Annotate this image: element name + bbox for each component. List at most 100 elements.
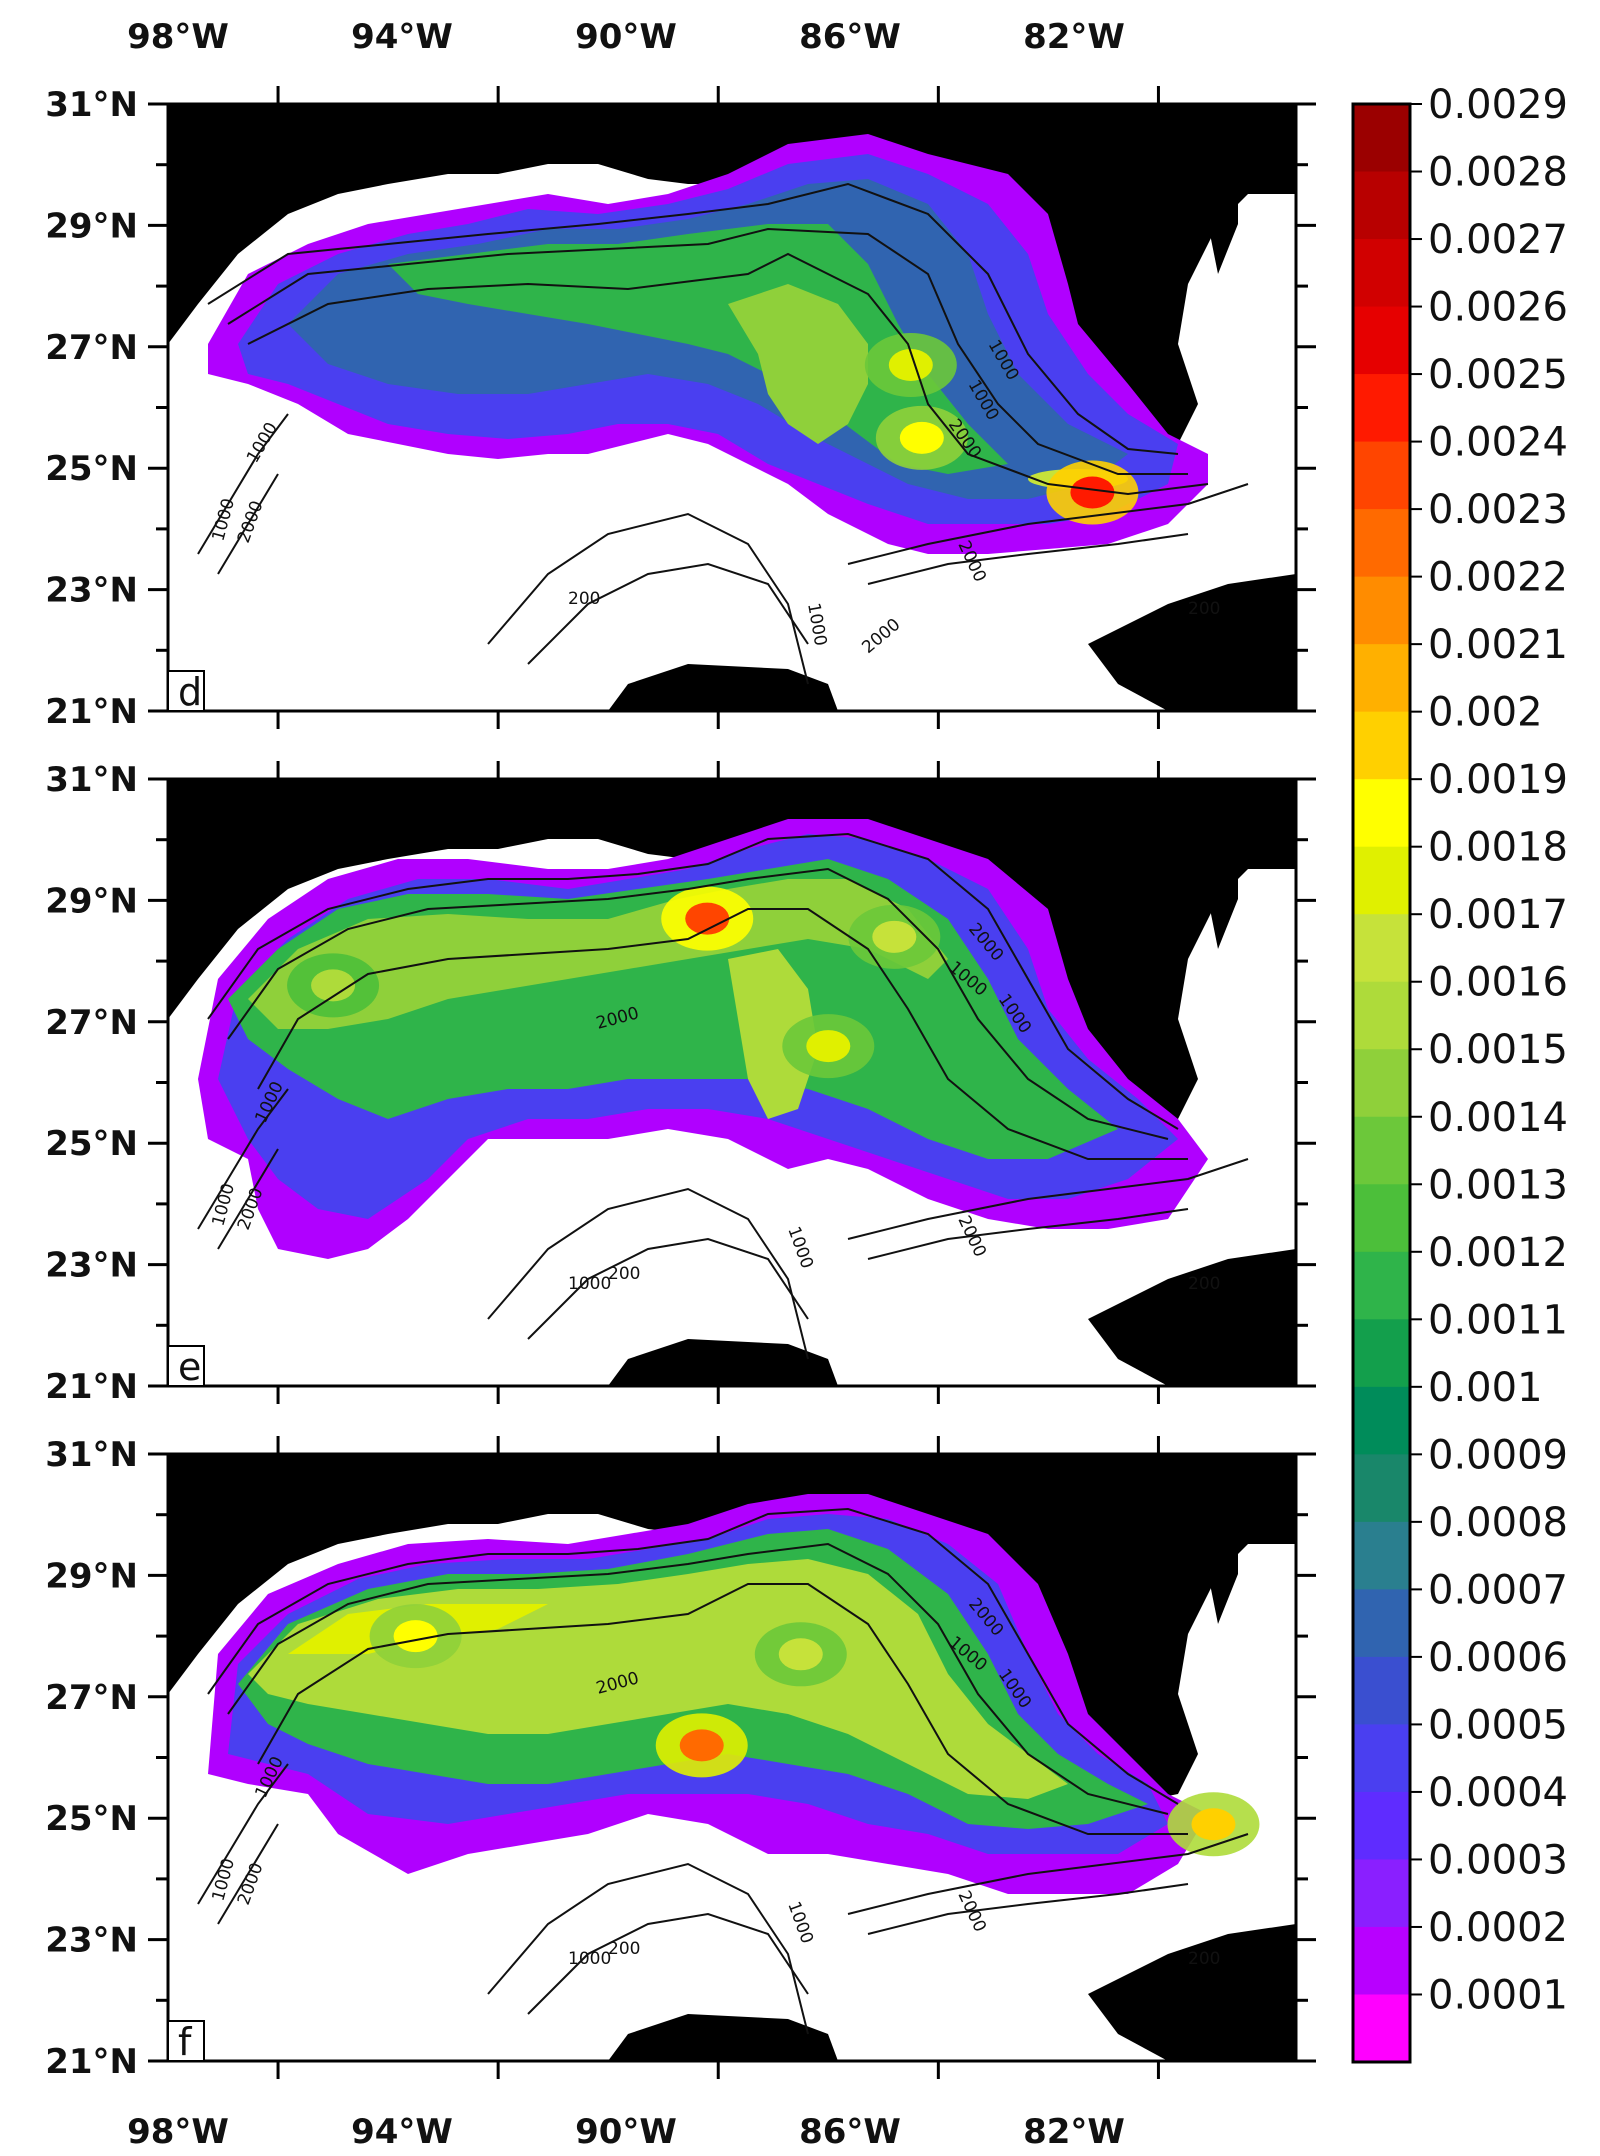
contour-label: 1000 [568,1274,611,1294]
colorbar-label: 0.0012 [1428,1230,1568,1276]
top-longitude-labels: 98°W 94°W 90°W 86°W 82°W [127,17,1125,57]
colorbar-frame [1351,102,1412,2064]
colorbar-swatch [1353,306,1410,375]
colorbar-label: 0.0004 [1428,1770,1568,1816]
bottom-lon-label: 90°W [575,2112,677,2152]
colorbar-label: 0.0028 [1428,150,1568,196]
bottom-longitude-labels: 98°W 94°W 90°W 86°W 82°W [127,2112,1125,2152]
axes-layer: 31°N 29°N 27°N 25°N 23°N 21°N 31°N 29°N 27°N 25°N… [45,85,1316,2082]
colorbar-label: 0.0011 [1428,1297,1568,1343]
bottom-lon-label: 94°W [351,2112,453,2152]
field-envelope [248,879,948,1029]
colorbar-swatch [1353,374,1410,443]
lat-label: 21°N [45,1367,138,1407]
colorbar-swatch [1353,441,1410,510]
lat-label: 27°N [45,328,138,368]
bathymetry-contours [197,832,1249,1360]
hotspot-core [393,1620,438,1653]
land-mass [168,1454,1296,1804]
contour-label: 200 [568,589,600,609]
hotspot-core [888,349,933,382]
land-mass [1208,779,1238,949]
hotspot-core [1070,476,1115,509]
land-mass [1088,1924,1296,2061]
hotspot-core [872,920,917,953]
land-mass [1088,574,1296,711]
colorbar-swatch [1353,711,1410,780]
colorbar-swatch [1353,1454,1410,1523]
bottom-lon-label: 98°W [127,2112,229,2152]
land-mass [608,664,838,711]
panel-letter-box [167,1345,205,1387]
panel-letter-box [167,2020,205,2062]
colorbar-label: 0.0027 [1428,217,1568,263]
colorbar-swatch [1353,576,1410,645]
colorbar-swatch [1353,1926,1410,1995]
colorbar-label: 0.0015 [1428,1027,1568,1073]
contour-label: 1000 [568,1949,611,1969]
lat-label: 25°N [45,449,138,489]
lat-label: 29°N [45,206,138,246]
land-mass [1088,1249,1296,1386]
colorbar-swatch [1353,1319,1410,1388]
bottom-lon-label: 82°W [1023,2112,1125,2152]
colorbar-swatch [1353,1049,1410,1118]
colorbar-label: 0.0002 [1428,1905,1568,1951]
colorbar-swatch [1353,644,1410,713]
lat-label: 31°N [45,85,138,125]
colorbar-swatch [1353,981,1410,1050]
contour-label: 200 [608,1264,640,1284]
hotspot-core [806,1030,851,1063]
map-panel-e: 1000 2000 1000 2000 1000 2000 1000 1000 … [166,777,1298,1389]
hotspot-core [679,1729,724,1762]
hotspot-core [899,421,944,454]
colorbar-label: 0.0017 [1428,892,1568,938]
lat-label: 23°N [45,571,138,611]
colorbar-swatch [1353,1791,1410,1860]
colorbar: 0.0029 0.0028 0.0027 0.0026 0.0025 0.0024 0.00… [1351,82,1568,2064]
colorbar-swatch [1353,1724,1410,1793]
lat-label: 27°N [45,1678,138,1718]
colorbar-swatch [1353,1656,1410,1725]
lat-label: 29°N [45,1556,138,1596]
colorbar-swatch [1353,1994,1410,2063]
contour-label: 200 [608,1939,640,1959]
colorbar-label: 0.002 [1428,690,1543,736]
field-envelope [728,949,818,1119]
colorbar-swatch [1353,1251,1410,1320]
colorbar-swatch [1353,1116,1410,1185]
bottom-lon-label: 86°W [799,2112,901,2152]
land-mass [608,1339,838,1386]
lat-label: 21°N [45,692,138,732]
top-lon-label: 94°W [351,17,453,57]
colorbar-label: 0.0008 [1428,1500,1568,1546]
hotspot-core [1191,1808,1236,1841]
colorbar-swatch [1353,509,1410,578]
panel-letter: e [178,1345,201,1389]
bathymetry-contours [197,1507,1249,2035]
bathymetry-contours [197,182,1249,685]
colorbar-label: 0.0001 [1428,1972,1568,2018]
colorbar-swatch [1353,239,1410,308]
colorbar-swatch [1353,846,1410,915]
lat-label: 25°N [45,1124,138,1164]
colorbar-swatch [1353,171,1410,240]
colorbar-label: 0.0021 [1428,622,1568,668]
colorbar-label: 0.0029 [1428,82,1568,128]
hotspot-layer [369,1604,1260,1857]
hotspot-core [685,902,730,935]
colorbar-label: 0.0005 [1428,1702,1568,1748]
panel-letter-box [167,670,205,712]
lat-label: 29°N [45,881,138,921]
lat-label: 31°N [45,1435,138,1475]
colorbar-swatch [1353,1521,1410,1590]
hotspot-layer [864,333,1139,525]
hotspot-core [778,1638,823,1671]
land-mass [1208,1454,1238,1624]
colorbar-swatch [1353,104,1410,173]
colorbar-label: 0.0018 [1428,825,1568,871]
colorbar-swatch [1353,1184,1410,1253]
colorbar-swatch [1353,1386,1410,1455]
map-panel-f: 1000 2000 1000 2000 1000 2000 1000 1000 … [166,1452,1298,2064]
